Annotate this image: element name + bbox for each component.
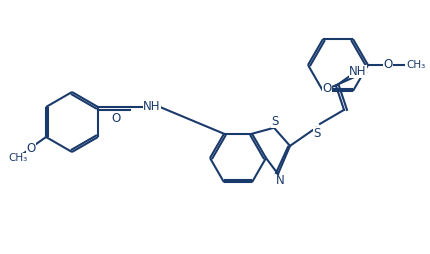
- Text: CH₃: CH₃: [406, 60, 426, 70]
- Text: O: O: [384, 58, 393, 71]
- Text: S: S: [313, 127, 321, 140]
- Text: NH: NH: [349, 65, 367, 78]
- Text: S: S: [271, 115, 279, 128]
- Text: CH₃: CH₃: [9, 153, 28, 163]
- Text: NH: NH: [143, 101, 161, 114]
- Text: O: O: [322, 82, 332, 95]
- Text: O: O: [26, 141, 36, 154]
- Text: O: O: [111, 113, 120, 125]
- Text: N: N: [276, 174, 284, 187]
